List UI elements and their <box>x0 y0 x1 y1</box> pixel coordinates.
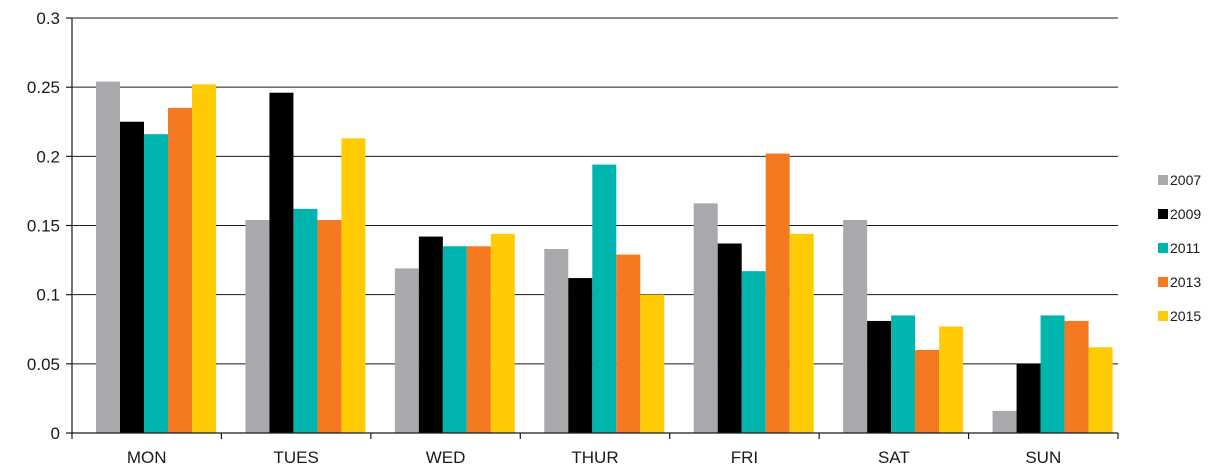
legend-swatch-2007 <box>1158 175 1168 185</box>
legend-swatch-2015 <box>1158 311 1168 321</box>
y-tick-label: 0.1 <box>36 286 60 305</box>
bar-2009-tues <box>269 92 294 433</box>
y-tick-label: 0.3 <box>36 9 60 28</box>
bar-2007-fri <box>693 203 718 433</box>
bar-2011-mon <box>144 134 168 433</box>
bar-series <box>96 81 1113 434</box>
bar-2013-mon <box>168 107 192 434</box>
x-tick-label: SAT <box>878 448 910 467</box>
x-tick-label: MON <box>127 448 167 467</box>
bar-2015-fri <box>789 233 814 433</box>
bar-2011-fri <box>741 271 766 433</box>
x-tick-label: FRI <box>731 448 758 467</box>
bar-2013-sat <box>915 350 940 433</box>
legend-swatch-2011 <box>1158 243 1168 253</box>
bar-2013-fri <box>765 153 790 434</box>
bar-2011-sun <box>1040 315 1065 433</box>
y-tick-label: 0 <box>51 424 60 443</box>
bar-2015-wed <box>490 233 515 433</box>
y-axis-ticks: 0 0.05 0.1 0.15 0.2 0.25 0.3 <box>27 9 73 443</box>
bar-2009-thur <box>568 278 593 433</box>
bar-2013-sun <box>1064 320 1089 433</box>
legend-label-2013: 2013 <box>1170 274 1201 290</box>
legend-swatch-2013 <box>1158 277 1168 287</box>
bar-2011-tues <box>293 208 318 433</box>
bar-2007-wed <box>394 268 419 433</box>
bar-2013-thur <box>616 254 641 433</box>
bar-2015-tues <box>341 138 366 433</box>
bar-2007-sat <box>843 219 868 433</box>
bar-2009-sat <box>867 320 892 433</box>
bar-2013-wed <box>466 246 491 433</box>
bar-2013-tues <box>317 219 342 433</box>
bar-2009-sun <box>1016 363 1041 433</box>
legend-label-2011: 2011 <box>1170 240 1200 256</box>
bar-2007-mon <box>96 81 120 433</box>
x-tick-label: WED <box>426 448 466 467</box>
bar-2015-thur <box>640 294 665 433</box>
bar-2011-wed <box>442 246 467 433</box>
legend-label-2015: 2015 <box>1170 308 1201 324</box>
bar-2009-mon <box>120 121 144 433</box>
bar-2009-fri <box>717 243 742 433</box>
y-tick-label: 0.2 <box>36 147 60 166</box>
x-tick-label: THUR <box>571 448 618 467</box>
legend-label-2007: 2007 <box>1170 172 1201 188</box>
bar-2007-sun <box>992 410 1017 433</box>
x-tick-label: TUES <box>273 448 318 467</box>
y-tick-label: 0.15 <box>27 217 60 236</box>
x-axis: MON TUES WED THUR FRI SAT SUN <box>71 432 1119 467</box>
bar-2011-sat <box>891 315 916 433</box>
bar-2009-wed <box>418 236 443 433</box>
bar-2007-thur <box>544 249 569 433</box>
x-tick-label: SUN <box>1025 448 1061 467</box>
legend-label-2009: 2009 <box>1170 206 1201 222</box>
legend-swatch-2009 <box>1158 209 1168 219</box>
y-tick-label: 0.05 <box>27 355 60 374</box>
bar-2007-tues <box>245 219 270 433</box>
y-tick-label: 0.25 <box>27 78 60 97</box>
bar-2011-thur <box>592 164 617 433</box>
bar-2015-sun <box>1088 347 1113 433</box>
legend: 2007 2009 2011 2013 2015 <box>1158 172 1201 324</box>
bar-2015-mon <box>192 84 216 434</box>
bar-2015-sat <box>939 326 964 433</box>
